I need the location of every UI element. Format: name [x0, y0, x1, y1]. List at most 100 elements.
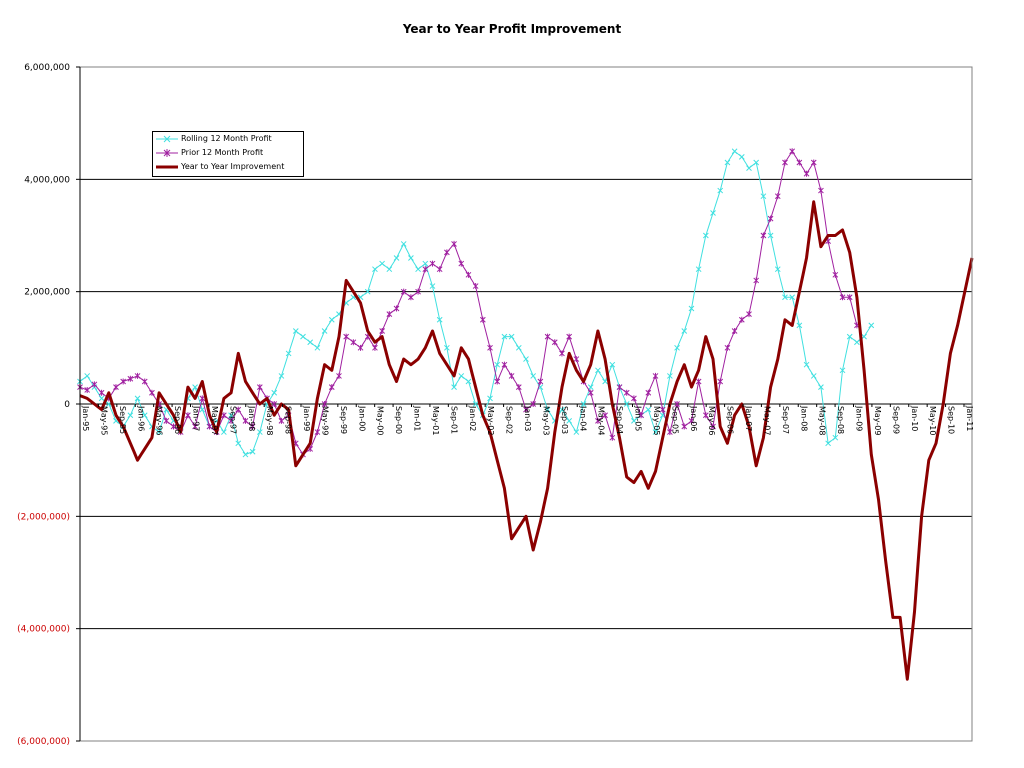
- data-point: [458, 373, 465, 379]
- x-tick-label: Jan-04: [578, 405, 587, 431]
- y-tick-labels: 6,000,000 4,000,000 2,000,000 0 (2,000,000) (…: [17, 63, 70, 747]
- data-point: [278, 373, 285, 379]
- data-point: [544, 333, 551, 340]
- data-point: [235, 406, 242, 413]
- data-point: [408, 294, 414, 301]
- data-point: [818, 187, 824, 194]
- data-point: [386, 311, 393, 318]
- x-tick-label: Sep-99: [339, 406, 348, 434]
- data-point: [199, 406, 206, 413]
- series-line: [79, 200, 974, 681]
- gridlines: [80, 178, 972, 630]
- data-point: [400, 288, 407, 295]
- legend-label-prior: Prior 12 Month Profit: [181, 148, 264, 157]
- data-point: [494, 361, 501, 368]
- data-point: [702, 412, 709, 419]
- data-point: [559, 406, 565, 413]
- data-point: [832, 434, 839, 441]
- data-point: [559, 350, 565, 357]
- data-point: [314, 429, 321, 436]
- data-point: [163, 417, 170, 424]
- x-tick-label: Jan-02: [468, 405, 477, 431]
- legend: Rolling 12 Month Profit Prior 12 Month P…: [152, 131, 304, 177]
- data-point: [631, 395, 637, 402]
- data-point: [221, 412, 227, 419]
- data-point: [113, 384, 119, 391]
- legend-swatch-improvement-icon: [156, 165, 178, 169]
- data-point: [623, 401, 630, 407]
- data-point: [501, 361, 508, 368]
- data-point: [609, 434, 616, 441]
- data-point: [134, 372, 141, 379]
- data-point: [846, 294, 853, 301]
- data-point: [854, 339, 860, 346]
- x-tick-label: May-02: [486, 406, 495, 435]
- data-point: [221, 429, 227, 435]
- y-tick-label: 4,000,000: [24, 175, 70, 185]
- data-point: [753, 159, 760, 166]
- data-point: [242, 417, 249, 424]
- data-point: [422, 260, 429, 267]
- data-point: [436, 266, 443, 273]
- x-tick-label: May-07: [762, 406, 771, 435]
- data-point: [789, 148, 796, 155]
- x-tick-label: Jan-11: [965, 405, 974, 431]
- data-point: [487, 344, 493, 351]
- data-point: [595, 367, 601, 374]
- data-point: [472, 401, 479, 407]
- data-point: [300, 333, 306, 340]
- data-point: [846, 333, 853, 340]
- data-point: [710, 423, 716, 430]
- series-1: [77, 148, 860, 458]
- data-point: [501, 333, 508, 340]
- data-point: [149, 389, 155, 396]
- data-point: [731, 148, 738, 155]
- data-point: [587, 384, 594, 391]
- data-point: [256, 429, 263, 435]
- data-point: [256, 384, 263, 391]
- x-tick-label: May-04: [597, 406, 606, 435]
- data-point: [782, 159, 788, 166]
- legend-swatch-prior-icon: [156, 149, 178, 157]
- x-tick-label: Sep-08: [836, 406, 845, 434]
- data-point: [803, 170, 810, 177]
- data-point: [479, 316, 486, 323]
- x-tick-label: May-08: [818, 406, 827, 435]
- data-point: [681, 423, 688, 430]
- series-layer: [77, 148, 974, 681]
- data-point: [602, 378, 608, 385]
- data-point: [544, 406, 551, 413]
- data-point: [328, 384, 335, 391]
- data-point: [141, 412, 148, 419]
- data-point: [746, 165, 752, 171]
- x-tick-label: Sep-06: [726, 406, 735, 434]
- data-point: [408, 255, 414, 261]
- data-point: [638, 412, 644, 419]
- data-point: [667, 429, 673, 436]
- y-tick-label: (4,000,000): [17, 625, 70, 635]
- legend-swatch-rolling-icon: [156, 135, 178, 143]
- x-tick-label: May-10: [928, 406, 937, 435]
- data-point: [832, 271, 839, 278]
- data-point: [494, 378, 501, 385]
- x-tick-label: Sep-96: [173, 406, 182, 434]
- data-point: [357, 344, 364, 351]
- x-tick-labels: Jan-95 May-95 Sep-95 Jan-96 May-96 Sep-96 Jan-…: [81, 405, 974, 435]
- legend-item-improvement: Year to Year Improvement: [155, 161, 301, 173]
- x-tick-label: May-96: [155, 406, 164, 435]
- x-tick-label: Jan-03: [523, 405, 532, 431]
- x-tick-label: May-00: [376, 406, 385, 435]
- data-point: [415, 266, 421, 273]
- data-point: [681, 328, 688, 334]
- legend-item-rolling: Rolling 12 Month Profit: [155, 133, 301, 145]
- data-point: [796, 159, 803, 166]
- series-2: [79, 200, 974, 681]
- data-point: [436, 316, 443, 323]
- data-point: [307, 339, 314, 346]
- data-point: [695, 266, 702, 273]
- data-point: [379, 260, 385, 267]
- data-point: [206, 423, 213, 430]
- data-point: [674, 401, 680, 407]
- data-point: [753, 277, 760, 284]
- data-point: [422, 266, 429, 273]
